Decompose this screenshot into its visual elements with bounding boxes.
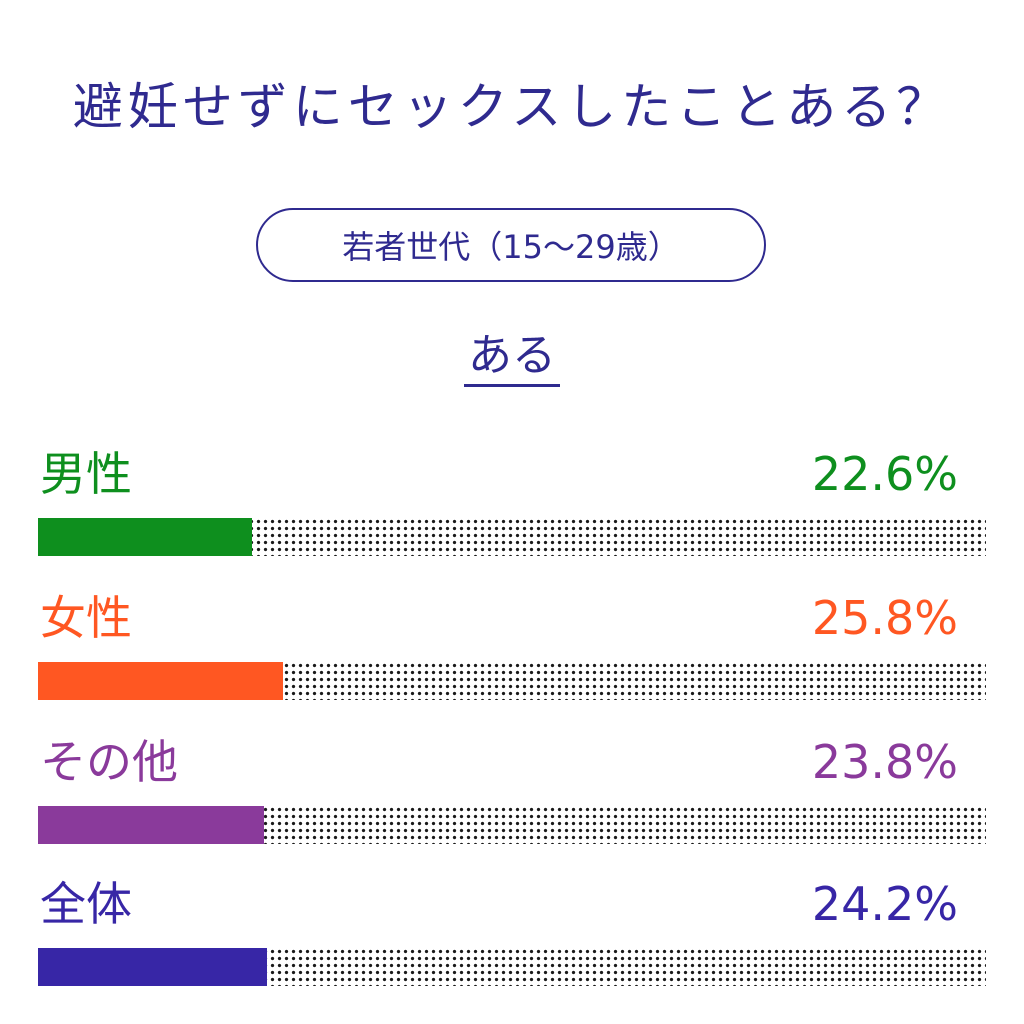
bar-label-total: 全体 bbox=[40, 877, 132, 931]
chart-title: 避妊せずにセックスしたことある？ bbox=[72, 78, 952, 136]
bar-track-female bbox=[38, 662, 986, 700]
bar-female bbox=[38, 662, 283, 700]
bar-label-female: 女性 bbox=[40, 591, 132, 645]
subtitle-pill: 若者世代（15～29歳） bbox=[256, 208, 766, 282]
bar-track-total bbox=[38, 948, 986, 986]
bar-total bbox=[38, 948, 267, 986]
bar-track-other bbox=[38, 806, 986, 844]
bar-male bbox=[38, 518, 252, 556]
bar-value-other: 23.8% bbox=[811, 735, 958, 789]
bar-label-other: その他 bbox=[40, 735, 178, 789]
bar-label-male: 男性 bbox=[40, 447, 132, 501]
bar-value-male: 22.6% bbox=[811, 447, 958, 501]
bar-value-female: 25.8% bbox=[811, 591, 958, 645]
bar-track-male bbox=[38, 518, 986, 556]
subtitle-label: 若者世代（15～29歳） bbox=[342, 228, 680, 266]
bar-other bbox=[38, 806, 264, 844]
answer-heading: ある bbox=[0, 330, 1024, 387]
bar-value-total: 24.2% bbox=[811, 877, 958, 931]
answer-label: ある bbox=[464, 330, 560, 387]
